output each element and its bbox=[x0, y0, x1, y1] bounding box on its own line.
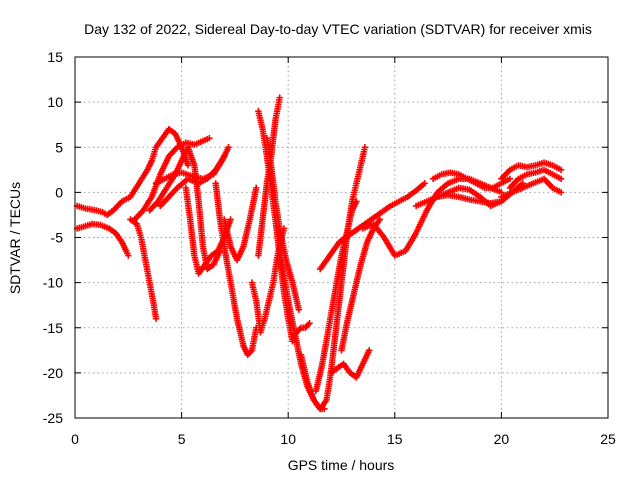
data-series bbox=[263, 135, 303, 313]
data-point bbox=[421, 180, 428, 187]
data-series bbox=[182, 184, 234, 277]
y-axis-label: SDTVAR / TECUs bbox=[7, 182, 23, 294]
data-point bbox=[125, 252, 132, 259]
data-series bbox=[131, 135, 213, 223]
x-tick-label: 25 bbox=[600, 431, 616, 447]
data-point bbox=[557, 166, 565, 174]
axis-ticks: 0 5 10 15 20 25 -25 -20 -15 -10 -5 0 5 10 15 bbox=[43, 49, 616, 447]
y-tick-label: 15 bbox=[47, 49, 63, 65]
y-tick-label: -15 bbox=[43, 320, 63, 336]
data-series bbox=[212, 180, 260, 359]
x-tick-label: 20 bbox=[494, 431, 510, 447]
data-series bbox=[73, 220, 132, 259]
data-point bbox=[306, 320, 313, 327]
data-series bbox=[297, 144, 369, 413]
data-point bbox=[225, 144, 232, 151]
data-series bbox=[73, 126, 192, 219]
data-point bbox=[366, 347, 373, 354]
data-point bbox=[206, 135, 213, 142]
data-series bbox=[157, 153, 228, 210]
y-tick-label: 5 bbox=[55, 139, 63, 155]
y-tick-label: -20 bbox=[43, 365, 63, 381]
data-point bbox=[295, 306, 303, 313]
x-axis-label: GPS time / hours bbox=[288, 457, 395, 473]
y-tick-label: -10 bbox=[43, 275, 63, 291]
data-point bbox=[253, 184, 260, 192]
data-point bbox=[184, 162, 192, 169]
data-series bbox=[221, 184, 260, 264]
data-series bbox=[498, 159, 565, 183]
data-points bbox=[73, 94, 565, 413]
data-point bbox=[376, 216, 384, 223]
data-point bbox=[361, 144, 369, 151]
y-tick-label: 10 bbox=[47, 94, 63, 110]
x-tick-label: 10 bbox=[280, 431, 296, 447]
data-point bbox=[506, 175, 514, 183]
data-point bbox=[227, 216, 234, 223]
data-point bbox=[557, 189, 565, 196]
data-series bbox=[338, 216, 384, 354]
chart-title: Day 132 of 2022, Sidereal Day-to-day VTE… bbox=[84, 21, 592, 37]
data-series bbox=[429, 169, 514, 192]
data-series bbox=[289, 320, 313, 340]
x-tick-label: 15 bbox=[387, 431, 403, 447]
data-point bbox=[221, 153, 228, 160]
data-series bbox=[498, 175, 565, 201]
data-series bbox=[327, 347, 373, 381]
y-tick-label: -25 bbox=[43, 410, 63, 426]
data-series bbox=[316, 180, 428, 273]
data-point bbox=[276, 94, 283, 101]
x-tick-label: 5 bbox=[178, 431, 186, 447]
data-series bbox=[506, 166, 565, 192]
y-tick-label: -5 bbox=[51, 230, 64, 246]
y-tick-label: 0 bbox=[55, 184, 63, 200]
x-tick-label: 0 bbox=[71, 431, 79, 447]
data-point bbox=[353, 198, 360, 205]
data-point bbox=[557, 175, 565, 183]
data-point bbox=[152, 315, 160, 322]
